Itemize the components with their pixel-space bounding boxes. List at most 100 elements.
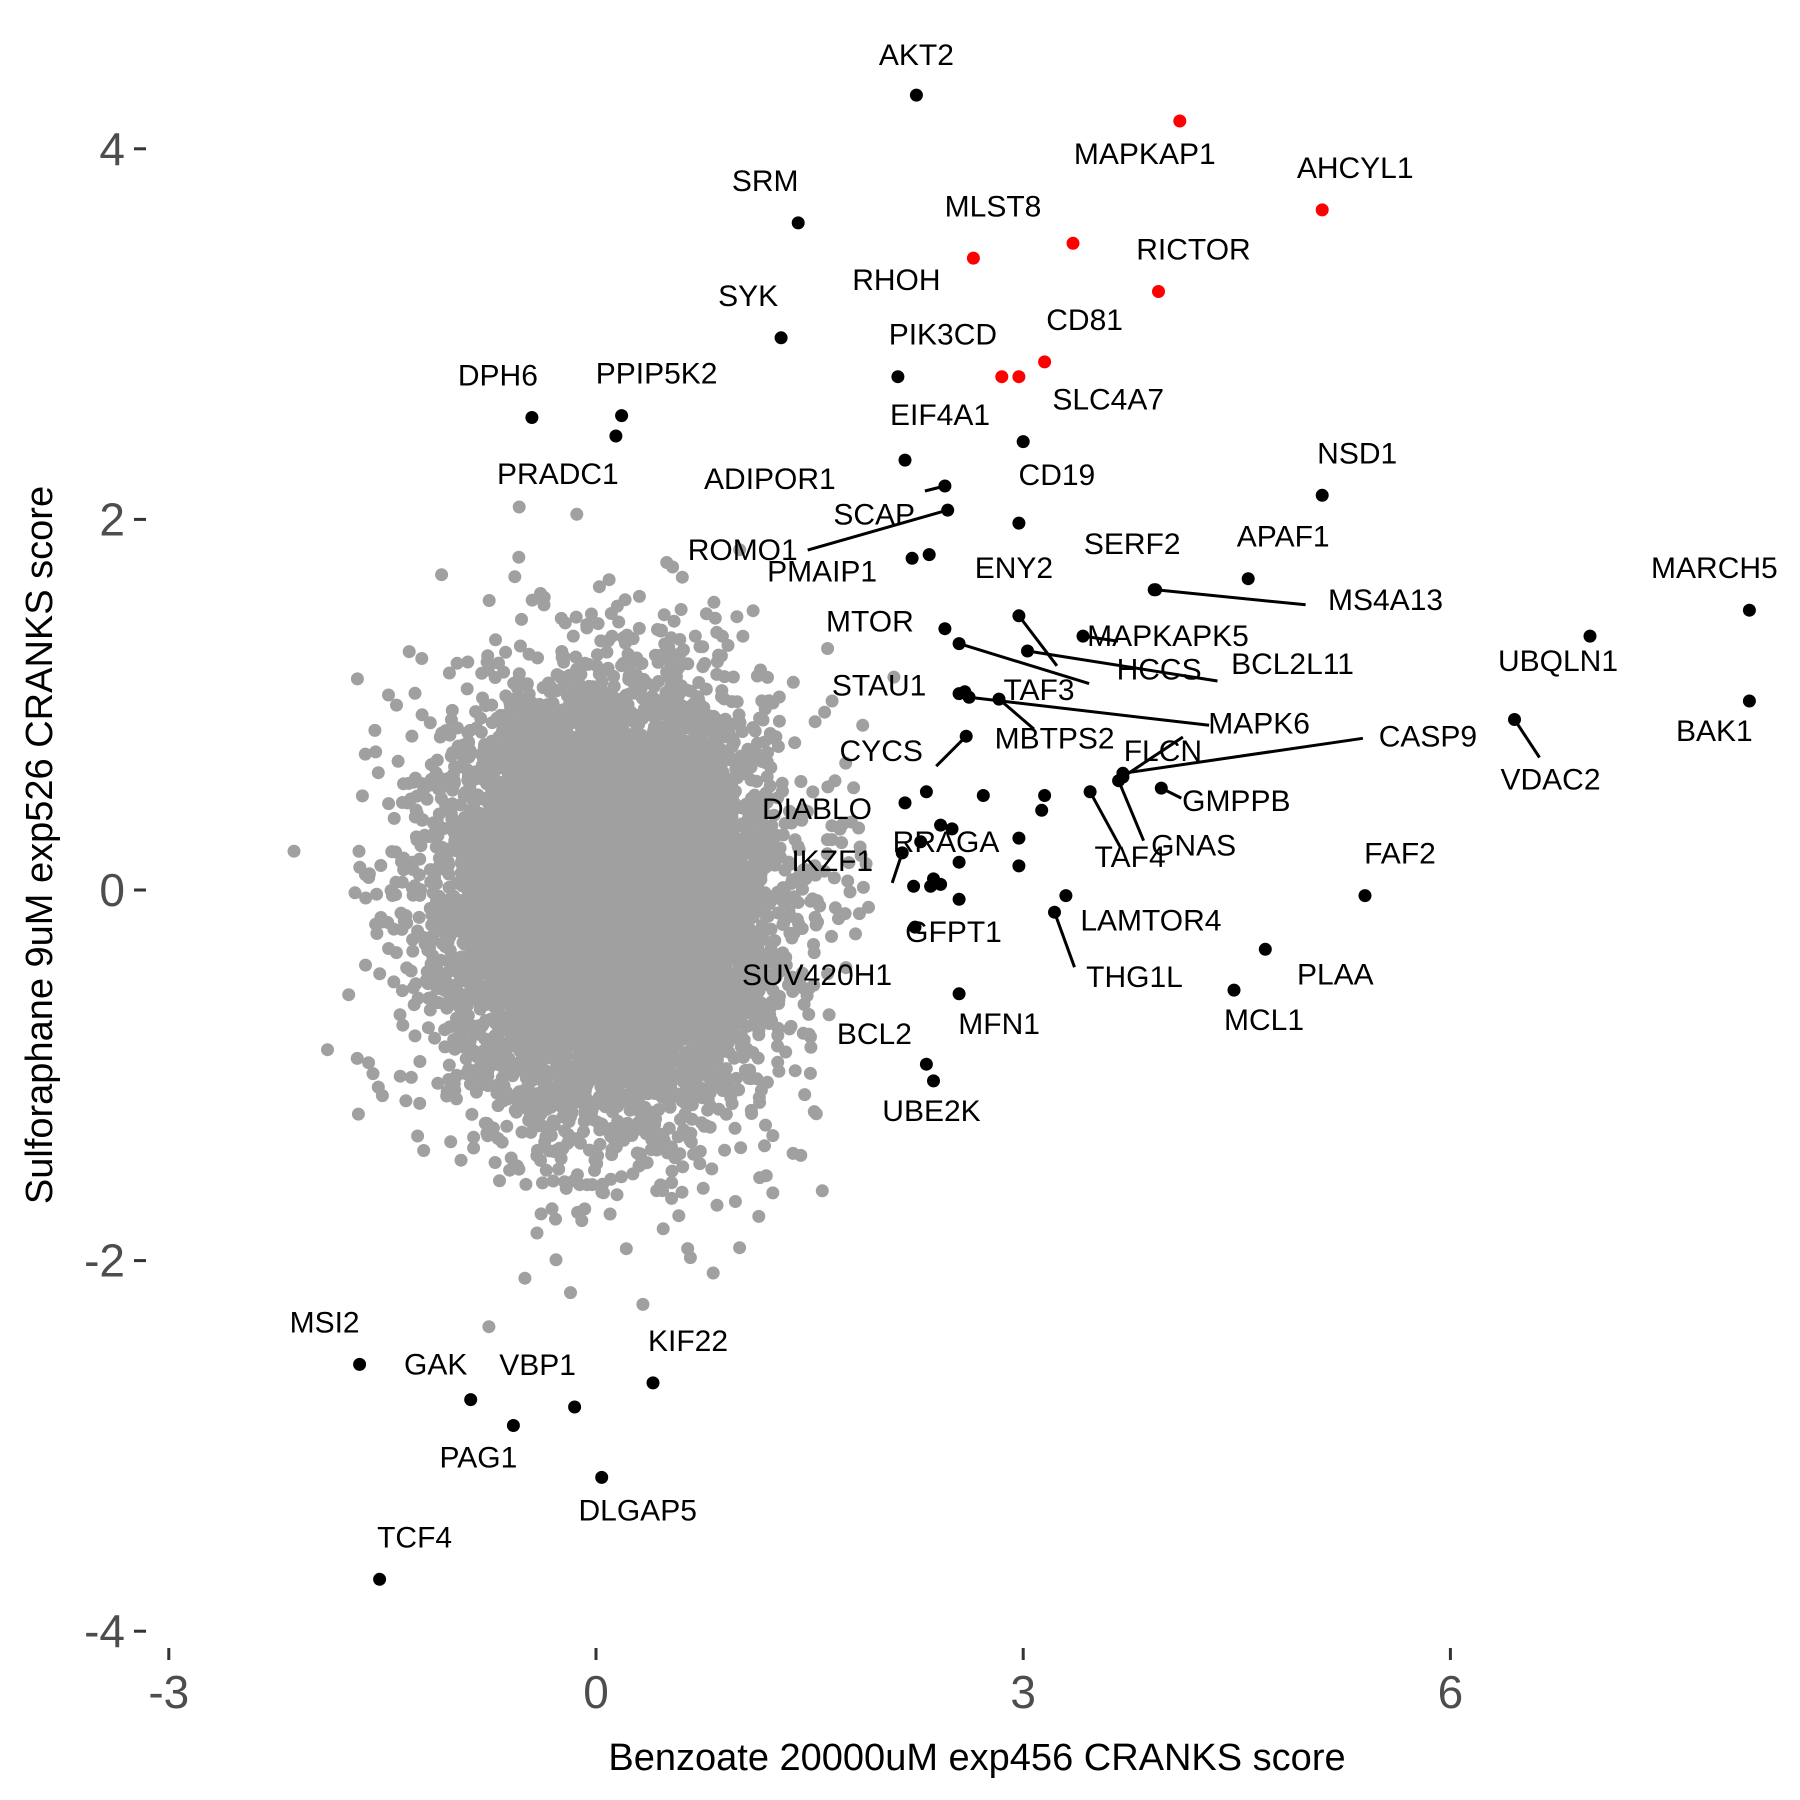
background-point bbox=[676, 1160, 690, 1174]
background-point bbox=[779, 950, 793, 964]
background-point bbox=[707, 595, 721, 609]
background-point bbox=[552, 1162, 566, 1176]
background-point bbox=[665, 1164, 679, 1178]
background-point bbox=[342, 988, 356, 1002]
background-point bbox=[740, 1019, 754, 1033]
background-point bbox=[763, 727, 777, 740]
background-point bbox=[362, 867, 376, 881]
background-point bbox=[693, 1157, 707, 1171]
background-point bbox=[399, 1094, 413, 1108]
background-point bbox=[371, 766, 385, 780]
background-point bbox=[600, 645, 614, 659]
background-point bbox=[428, 1031, 442, 1045]
background-point bbox=[591, 617, 605, 631]
background-point bbox=[368, 723, 382, 737]
background-point bbox=[733, 543, 747, 557]
background-point bbox=[632, 589, 646, 603]
background-point bbox=[374, 859, 388, 872]
background-point bbox=[705, 1162, 719, 1176]
background-point bbox=[411, 1129, 425, 1143]
background-point bbox=[460, 682, 474, 696]
background-point bbox=[768, 934, 782, 948]
background-point bbox=[536, 1176, 549, 1190]
background-point bbox=[450, 656, 464, 670]
background-point bbox=[515, 612, 528, 626]
background-point bbox=[887, 670, 901, 684]
background-point bbox=[413, 1055, 427, 1068]
background-point bbox=[733, 1241, 747, 1255]
background-point bbox=[657, 608, 671, 622]
background-point bbox=[591, 1115, 604, 1129]
background-point bbox=[839, 756, 853, 770]
background-point bbox=[808, 859, 822, 873]
background-point bbox=[859, 857, 873, 871]
background-point bbox=[842, 856, 856, 870]
background-point bbox=[736, 629, 750, 643]
background-point bbox=[766, 1186, 780, 1200]
background-point bbox=[710, 667, 724, 681]
background-point bbox=[761, 670, 774, 684]
background-point bbox=[656, 1222, 670, 1236]
background-point bbox=[350, 672, 364, 686]
background-point bbox=[665, 1140, 678, 1154]
background-point bbox=[351, 1107, 365, 1121]
background-point bbox=[287, 844, 301, 858]
background-points bbox=[287, 500, 901, 1334]
background-point bbox=[821, 967, 835, 981]
background-point bbox=[444, 1135, 458, 1149]
background-point bbox=[531, 651, 544, 665]
background-point bbox=[688, 629, 702, 643]
background-point bbox=[504, 1151, 518, 1165]
background-point bbox=[802, 1007, 816, 1021]
background-point bbox=[828, 901, 842, 915]
background-point bbox=[500, 1119, 514, 1133]
background-point bbox=[728, 1195, 742, 1208]
background-point bbox=[710, 1198, 724, 1212]
background-point bbox=[822, 1008, 836, 1022]
background-point bbox=[620, 628, 634, 642]
background-point bbox=[744, 1103, 758, 1117]
background-point bbox=[584, 607, 598, 621]
background-point bbox=[771, 740, 785, 753]
background-point bbox=[792, 843, 806, 856]
background-point bbox=[482, 1320, 496, 1334]
background-point bbox=[321, 1043, 334, 1057]
background-point bbox=[832, 912, 845, 926]
background-point bbox=[759, 1169, 773, 1183]
background-point bbox=[469, 705, 483, 719]
background-point bbox=[794, 775, 808, 788]
background-point bbox=[461, 655, 475, 669]
background-point bbox=[503, 1163, 517, 1177]
background-point bbox=[442, 1073, 456, 1086]
background-point bbox=[619, 1242, 633, 1256]
background-point bbox=[406, 944, 420, 958]
background-point bbox=[513, 639, 527, 653]
background-point bbox=[366, 1067, 380, 1081]
background-point bbox=[614, 1170, 628, 1184]
background-point bbox=[675, 1185, 689, 1199]
background-point bbox=[422, 991, 436, 1005]
background-point bbox=[718, 1143, 732, 1157]
background-point bbox=[393, 1069, 407, 1083]
background-point bbox=[569, 650, 583, 664]
background-point bbox=[841, 874, 855, 888]
background-point bbox=[546, 1114, 560, 1128]
background-point bbox=[407, 998, 421, 1012]
background-point bbox=[564, 1286, 577, 1300]
background-point bbox=[405, 729, 419, 743]
background-point bbox=[413, 1096, 427, 1110]
background-point bbox=[539, 1163, 553, 1177]
background-point bbox=[807, 978, 821, 992]
background-point bbox=[558, 616, 572, 630]
background-point bbox=[746, 604, 760, 618]
background-point bbox=[725, 1097, 739, 1111]
background-point bbox=[775, 776, 789, 790]
background-point bbox=[467, 1130, 481, 1144]
background-point bbox=[610, 1188, 624, 1202]
background-point bbox=[421, 1021, 435, 1035]
background-point bbox=[353, 860, 367, 874]
background-point bbox=[677, 643, 690, 657]
background-point bbox=[493, 1174, 506, 1188]
